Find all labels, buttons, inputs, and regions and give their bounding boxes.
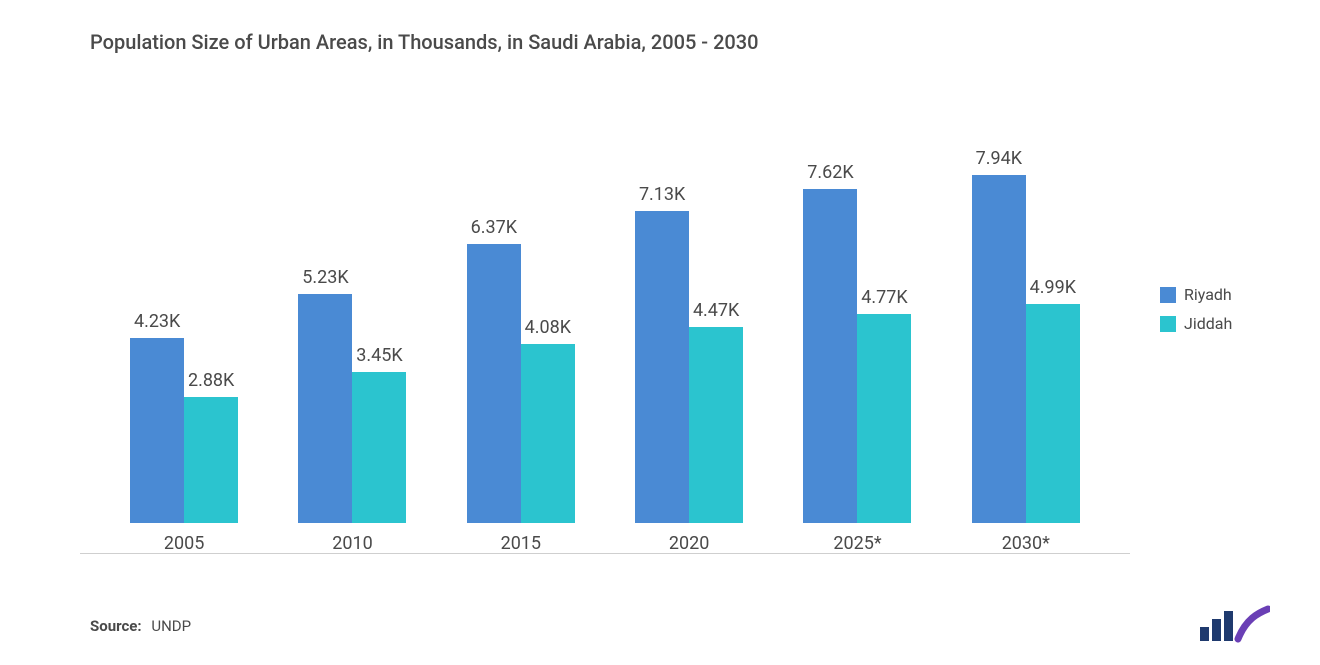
bar-column: 3.45K [352, 63, 406, 523]
legend-label: Jiddah [1184, 314, 1232, 333]
legend-swatch [1160, 316, 1176, 332]
bar-pair: 6.37K 4.08K [467, 63, 575, 523]
value-label: 6.37K [471, 217, 517, 238]
bar-group: 7.13K 4.47K 2020 [635, 63, 743, 554]
value-label: 3.45K [356, 345, 402, 366]
legend: Riyadh Jiddah [1130, 64, 1270, 554]
plot-area: 4.23K 2.88K 2005 5.23K 3.45K 2010 6.37K 4.08K 20… [80, 64, 1130, 554]
legend-label: Riyadh [1184, 285, 1232, 304]
value-label: 4.08K [525, 317, 571, 338]
bar [130, 338, 184, 523]
value-label: 5.23K [302, 267, 348, 288]
bar-column: 4.99K [1026, 63, 1080, 523]
bar-column: 2.88K [184, 63, 238, 523]
brand-logo [1200, 605, 1270, 645]
value-label: 4.23K [134, 311, 180, 332]
source-text: UNDP [151, 617, 191, 635]
category-label: 2030* [1002, 533, 1050, 554]
bar-column: 4.23K [130, 63, 184, 523]
bar [352, 372, 406, 523]
bar [689, 327, 743, 523]
bar [298, 294, 352, 523]
bar-column: 4.47K [689, 63, 743, 523]
bar-group: 5.23K 3.45K 2010 [298, 63, 406, 554]
source-label: Source: [90, 617, 142, 635]
bar-group: 6.37K 4.08K 2015 [467, 63, 575, 554]
category-label: 2005 [164, 533, 204, 554]
bar [184, 397, 238, 523]
value-label: 7.62K [807, 162, 853, 183]
value-label: 4.77K [861, 287, 907, 308]
bar-group: 7.62K 4.77K 2025* [803, 63, 911, 554]
source-attribution: Source: UNDP [90, 617, 191, 635]
bar-column: 7.62K [803, 63, 857, 523]
bar-pair: 7.62K 4.77K [803, 63, 911, 523]
chart-title: Population Size of Urban Areas, in Thous… [90, 30, 1270, 54]
category-label: 2015 [501, 533, 541, 554]
bar [521, 344, 575, 523]
bar [803, 189, 857, 523]
bar [467, 244, 521, 523]
bar-column: 7.13K [635, 63, 689, 523]
bar [972, 175, 1026, 523]
bar-column: 6.37K [467, 63, 521, 523]
value-label: 2.88K [188, 370, 234, 391]
value-label: 7.94K [976, 148, 1022, 169]
bar-pair: 7.13K 4.47K [635, 63, 743, 523]
category-label: 2010 [332, 533, 372, 554]
chart-container: Population Size of Urban Areas, in Thous… [0, 0, 1320, 665]
bar-column: 4.08K [521, 63, 575, 523]
legend-item: Riyadh [1160, 285, 1270, 304]
bar-pair: 7.94K 4.99K [972, 63, 1080, 523]
x-axis-baseline [80, 553, 1130, 554]
category-label: 2025* [833, 533, 881, 554]
bar-group: 7.94K 4.99K 2030* [972, 63, 1080, 554]
value-label: 4.47K [693, 300, 739, 321]
bar [857, 314, 911, 523]
bar-group: 4.23K 2.88K 2005 [130, 63, 238, 554]
plot-row: 4.23K 2.88K 2005 5.23K 3.45K 2010 6.37K 4.08K 20… [80, 64, 1270, 554]
bar-column: 5.23K [298, 63, 352, 523]
bar-pair: 4.23K 2.88K [130, 63, 238, 523]
bar-pair: 5.23K 3.45K [298, 63, 406, 523]
value-label: 7.13K [639, 184, 685, 205]
legend-swatch [1160, 287, 1176, 303]
bar [1026, 304, 1080, 523]
category-label: 2020 [669, 533, 709, 554]
bar [635, 211, 689, 523]
value-label: 4.99K [1030, 277, 1076, 298]
legend-item: Jiddah [1160, 314, 1270, 333]
bar-column: 4.77K [857, 63, 911, 523]
bar-column: 7.94K [972, 63, 1026, 523]
